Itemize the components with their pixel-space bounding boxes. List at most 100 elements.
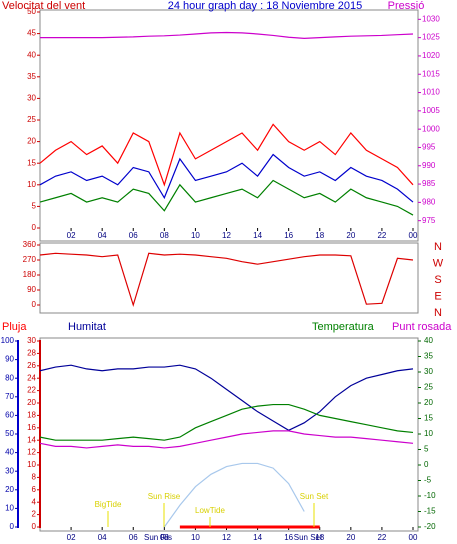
y-tick-label: 10 xyxy=(27,180,36,189)
y-tick-label: 15 xyxy=(424,414,433,423)
series-line xyxy=(39,364,414,431)
y-tick-label: 1025 xyxy=(422,33,440,42)
y-tick-label: 20 xyxy=(5,485,14,494)
y-tick-label: 40 xyxy=(5,448,14,457)
y-tick-label: 10 xyxy=(424,429,433,438)
series-line xyxy=(39,123,414,187)
y-tick-label: 10 xyxy=(5,504,14,513)
y-tick-label: 15 xyxy=(27,158,36,167)
x-tick-label: 16 xyxy=(284,231,293,240)
x-tick-label: 02 xyxy=(67,231,76,240)
series-line xyxy=(39,403,414,441)
y-tick-label: 10 xyxy=(27,460,36,469)
x-tick-label: 10 xyxy=(191,231,200,240)
y-tick-label: 990 xyxy=(422,161,436,170)
x-tick-label: 18 xyxy=(315,231,324,240)
y-tick-label: 0 xyxy=(32,300,37,309)
y-tick-label: 35 xyxy=(424,352,433,361)
y-tick-label: 30 xyxy=(5,466,14,475)
y-tick-label: 0 xyxy=(32,223,37,232)
y-tick-label: 1005 xyxy=(422,106,440,115)
y-tick-label: 60 xyxy=(5,411,14,420)
x-tick-label: 04 xyxy=(98,533,107,542)
compass-label: N xyxy=(434,307,442,319)
y-tick-label: 22 xyxy=(27,386,36,395)
y-tick-label: 1030 xyxy=(422,14,440,23)
y-tick-label: 2 xyxy=(32,510,37,519)
y-tick-label: -10 xyxy=(424,491,436,500)
y-tick-label: 20 xyxy=(424,398,433,407)
axis-annotation: Sun Ris xyxy=(144,533,172,542)
y-tick-label: -5 xyxy=(424,476,432,485)
y-tick-label: 18 xyxy=(27,411,36,420)
x-tick-label: 12 xyxy=(222,231,231,240)
y-tick-label: 5 xyxy=(32,202,37,211)
series-line xyxy=(39,430,414,449)
x-tick-label: 14 xyxy=(253,231,262,240)
annotation: Sun Rise xyxy=(148,492,181,501)
x-tick-label: 06 xyxy=(129,231,138,240)
legend-label: Pluja xyxy=(2,321,27,333)
y-tick-label: 1020 xyxy=(422,51,440,60)
x-tick-label: 22 xyxy=(377,533,386,542)
y-tick-label: 16 xyxy=(27,423,36,432)
y-tick-label: 40 xyxy=(27,50,36,59)
y-tick-label: 270 xyxy=(23,255,37,264)
compass-label: N xyxy=(434,241,442,253)
y-tick-label: 20 xyxy=(27,398,36,407)
x-tick-label: 10 xyxy=(191,533,200,542)
y-tick-label: -20 xyxy=(424,522,436,531)
y-tick-label: 100 xyxy=(1,336,15,345)
x-tick-label: 20 xyxy=(346,231,355,240)
x-tick-label: 08 xyxy=(160,231,169,240)
y-tick-label: 70 xyxy=(5,392,14,401)
annotation: LowTide xyxy=(195,506,225,515)
y-tick-label: 26 xyxy=(27,361,36,370)
x-tick-label: 00 xyxy=(409,231,418,240)
y-tick-label: 985 xyxy=(422,179,436,188)
compass-label: E xyxy=(434,290,441,302)
legend-label: Punt rosada xyxy=(392,321,452,333)
y-tick-label: 12 xyxy=(27,448,36,457)
y-tick-label: 28 xyxy=(27,349,36,358)
y2-label: Pressió xyxy=(388,0,425,12)
series-line xyxy=(163,462,305,528)
y-tick-label: 360 xyxy=(23,240,37,249)
series-line xyxy=(39,252,414,308)
y-tick-label: 975 xyxy=(422,216,436,225)
y-tick-label: 30 xyxy=(27,336,36,345)
compass-label: S xyxy=(434,274,441,286)
x-tick-label: 08 xyxy=(160,533,169,542)
y-tick-label: 180 xyxy=(23,270,37,279)
y-tick-label: 1010 xyxy=(422,88,440,97)
y-tick-label: 30 xyxy=(424,367,433,376)
compass-label: W xyxy=(433,257,444,269)
y-tick-label: 90 xyxy=(5,355,14,364)
y-tick-label: 995 xyxy=(422,143,436,152)
x-tick-label: 18 xyxy=(315,533,324,542)
y-tick-label: 90 xyxy=(27,285,36,294)
series-line xyxy=(39,179,414,216)
y-tick-label: -15 xyxy=(424,507,436,516)
y-tick-label: 6 xyxy=(32,485,37,494)
x-tick-label: 20 xyxy=(346,533,355,542)
y-tick-label: 4 xyxy=(32,497,37,506)
x-tick-label: 04 xyxy=(98,231,107,240)
annotation: Sun Set xyxy=(300,492,329,501)
x-tick-label: 22 xyxy=(377,231,386,240)
x-tick-label: 12 xyxy=(222,533,231,542)
y-tick-label: 20 xyxy=(27,137,36,146)
axis-annotation: Sun Set xyxy=(294,533,323,542)
legend-label: Temperatura xyxy=(312,321,375,333)
y-tick-label: 35 xyxy=(27,72,36,81)
panel-frame xyxy=(39,9,419,242)
y-tick-label: 25 xyxy=(424,383,433,392)
y-tick-label: 8 xyxy=(32,473,37,482)
y-tick-label: 1015 xyxy=(422,69,440,78)
y-tick-label: 980 xyxy=(422,197,436,206)
x-tick-label: 16 xyxy=(284,533,293,542)
chart-title: 24 hour graph day : 18 Noviembre 2015 xyxy=(168,0,362,12)
y-tick-label: 40 xyxy=(424,336,433,345)
y-tick-label: 45 xyxy=(27,29,36,38)
